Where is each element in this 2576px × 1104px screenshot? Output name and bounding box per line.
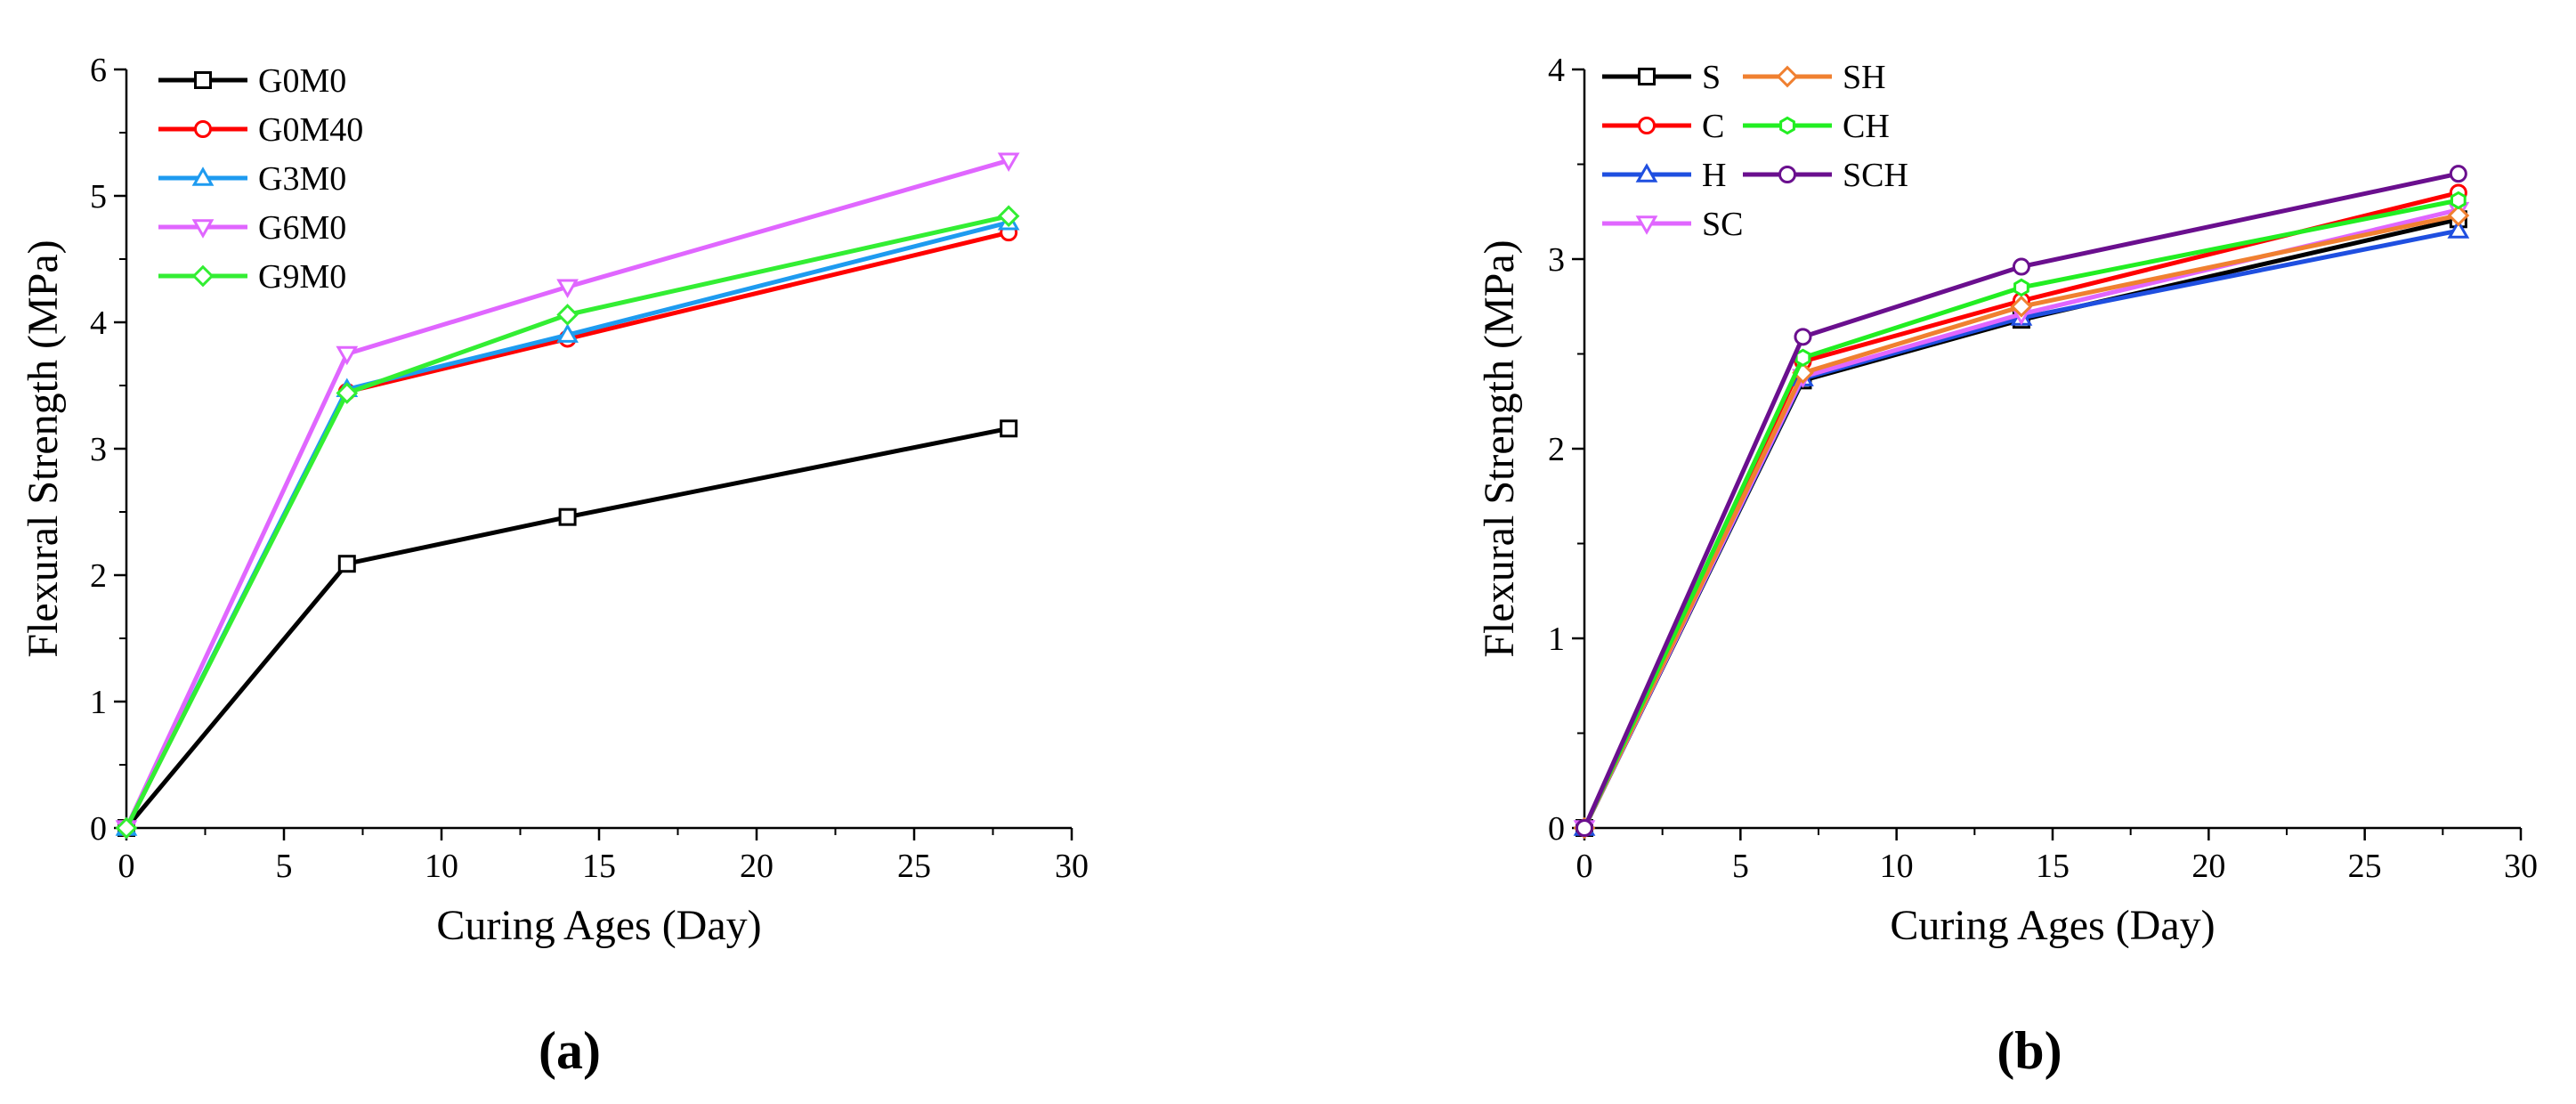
legend-label-sh: SH: [1843, 59, 1886, 96]
data-point-g9m0: [115, 816, 138, 840]
x-tick-label: 15: [582, 848, 616, 885]
x-tick-label: 5: [276, 848, 293, 885]
legend-label-g3m0: G3M0: [258, 160, 346, 198]
y-tick-label: 1: [1548, 621, 1565, 658]
y-tick-label: 0: [1548, 810, 1565, 848]
legend-label-ch: CH: [1843, 108, 1890, 145]
legend-marker-g0m0: [194, 71, 212, 89]
panel-label: (a): [539, 1021, 601, 1080]
data-point-g3m0: [556, 323, 579, 343]
data-point-g0m0: [337, 555, 356, 573]
x-tick-label: 5: [1732, 848, 1749, 885]
legend-item-g3m0: G3M0: [158, 160, 346, 198]
x-tick-label: 10: [425, 848, 458, 885]
data-point-g6m0: [336, 345, 359, 366]
x-tick-label: 25: [897, 848, 931, 885]
chart-b: 0 5 10 15 20 25 30 0 1 2 3 4 Curing Ages (Day) Flexur…: [1476, 52, 2538, 1080]
legend-item-s: S: [1602, 59, 1721, 96]
legend-label-sch: SCH: [1843, 157, 1908, 194]
y-tick-label: 3: [1548, 241, 1565, 279]
series-line-sh: [1582, 213, 2459, 830]
legend-marker-g6m0: [191, 219, 215, 239]
x-tick-label: 10: [1880, 848, 1914, 885]
data-point-ch: [2450, 191, 2467, 210]
data-point-g6m0: [556, 279, 579, 299]
legend-item-ch: CH: [1743, 108, 1890, 145]
legend-item-sc: SC: [1602, 206, 1743, 243]
legend-marker-ch: [1779, 116, 1795, 135]
legend-marker-sch: [1778, 166, 1796, 183]
series-line-g6m0: [124, 158, 1009, 830]
data-point-h: [2447, 219, 2470, 239]
y-tick-label: 2: [1548, 431, 1565, 468]
data-point-g9m0: [336, 382, 359, 404]
y-axis-title: Flexural Strength (MPa): [20, 239, 67, 657]
data-point-sh: [2447, 204, 2470, 227]
legend-item-h: H: [1602, 157, 1726, 194]
y-tick-label: 6: [90, 52, 107, 89]
data-point-g0m0: [558, 507, 577, 526]
legend-item-c: C: [1602, 108, 1724, 145]
y-tick-label: 3: [90, 431, 107, 468]
legend-label-g6m0: G6M0: [258, 209, 346, 247]
legend-marker-g3m0: [191, 166, 215, 186]
data-point-g9m0: [556, 304, 579, 326]
x-tick-label: 30: [2504, 848, 2538, 885]
legend-label-g0m0: G0M0: [258, 62, 346, 100]
panel-label: (b): [1997, 1021, 2062, 1080]
data-point-sch: [1576, 819, 1593, 837]
x-tick-label: 20: [2191, 848, 2225, 885]
legend-marker-g9m0: [191, 264, 215, 288]
data-point-sch: [2012, 257, 2030, 276]
legend-marker-sh: [1776, 65, 1799, 88]
series-line-g9m0: [124, 214, 1009, 830]
legend-label-g9m0: G9M0: [258, 258, 346, 296]
x-axis-title: Curing Ages (Day): [436, 902, 761, 949]
legend: G0M0 G0M40 G3M0 G6M0 G9M0: [158, 62, 363, 296]
data-point-g0m0: [1000, 419, 1018, 438]
x-tick-label: 25: [2348, 848, 2382, 885]
chart-a: 0 5 10 15 20 25 30 0 1 2 3 4 5 6 Curing Ages (Day) Flex…: [20, 52, 1089, 1080]
legend-item-g0m0: G0M0: [158, 62, 346, 100]
x-tick-label: 0: [1576, 848, 1593, 885]
x-axis-title: Curing Ages (Day): [1890, 902, 2215, 949]
legend-marker-sc: [1635, 215, 1658, 235]
legend-item-sch: SCH: [1743, 157, 1908, 194]
legend-marker-h: [1635, 163, 1658, 183]
legend-marker-g0m40: [194, 120, 212, 138]
y-tick-label: 2: [90, 557, 107, 595]
y-tick-label: 1: [90, 684, 107, 721]
legend-label-g0m40: G0M40: [258, 111, 363, 149]
series-line-sch: [1582, 171, 2459, 830]
legend-label-c: C: [1702, 108, 1724, 145]
legend-marker-s: [1638, 68, 1656, 85]
y-tick-label: 4: [1548, 52, 1565, 89]
legend-item-g0m40: G0M40: [158, 111, 363, 149]
x-tick-label: 20: [740, 848, 774, 885]
data-point-g9m0: [997, 205, 1020, 228]
x-tick-label: 30: [1055, 848, 1089, 885]
data-point-sch: [2449, 165, 2467, 183]
data-point-sch: [1794, 328, 1812, 346]
series-line-g0m0: [125, 426, 1009, 830]
y-tick-label: 5: [90, 178, 107, 215]
data-point-ch: [2013, 278, 2029, 297]
legend-label-sc: SC: [1702, 206, 1743, 243]
data-point-sh: [2010, 295, 2033, 318]
legend-item-g9m0: G9M0: [158, 258, 346, 296]
legend-item-sh: SH: [1743, 59, 1886, 96]
y-axis-title: Flexural Strength (MPa): [1476, 239, 1523, 657]
legend-item-g6m0: G6M0: [158, 209, 346, 247]
y-tick-label: 4: [90, 304, 107, 342]
legend-label-h: H: [1702, 157, 1726, 194]
y-tick-label: 0: [90, 810, 107, 848]
legend-marker-c: [1638, 117, 1656, 134]
x-tick-label: 15: [2036, 848, 2070, 885]
series-line-ch: [1582, 198, 2459, 830]
data-point-g6m0: [997, 152, 1020, 173]
x-tick-label: 0: [118, 848, 135, 885]
legend-label-s: S: [1702, 59, 1721, 96]
